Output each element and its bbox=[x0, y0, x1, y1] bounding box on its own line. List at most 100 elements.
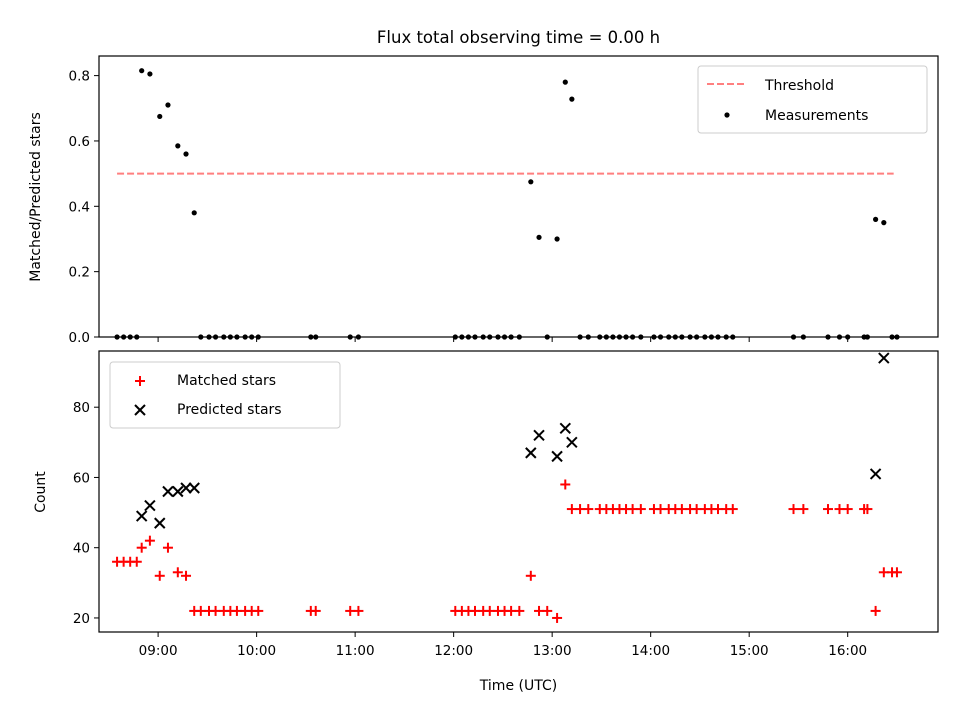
measurement-point bbox=[569, 96, 575, 102]
measurement-point bbox=[881, 220, 887, 226]
count-panel: 20 40 60 80 09:00 10:00 11:00 12:00 13:00 14:00 1… bbox=[33, 350, 939, 694]
predicted-star-point bbox=[869, 468, 882, 480]
measurement-point bbox=[157, 113, 163, 120]
x-tick-label: 15:00 bbox=[730, 643, 769, 659]
predicted-star-point bbox=[559, 422, 572, 434]
matched-star-point bbox=[131, 556, 142, 567]
measurement-point bbox=[165, 102, 171, 108]
legend-bottom: Matched stars Predicted stars bbox=[109, 361, 341, 429]
predicted-star-point bbox=[525, 447, 537, 459]
x-stroke-b bbox=[134, 404, 146, 416]
predicted-star-point bbox=[551, 450, 563, 463]
x-stroke-b bbox=[135, 510, 148, 522]
y-tick-label: 0.6 bbox=[69, 134, 90, 150]
predicted-star-point bbox=[162, 485, 174, 498]
predicted-star-point bbox=[566, 436, 578, 449]
predicted-star-point bbox=[180, 482, 192, 494]
matched-star-point bbox=[727, 504, 738, 515]
legend-predicted-swatch bbox=[134, 404, 146, 416]
x-stroke-b bbox=[559, 422, 572, 434]
matched-star-point bbox=[560, 479, 571, 490]
matched-star-point bbox=[870, 605, 881, 616]
x-axis-label: Time (UTC) bbox=[479, 678, 557, 694]
x-stroke-b bbox=[566, 436, 578, 449]
matched-star-point bbox=[162, 542, 173, 553]
predicted-star-point bbox=[135, 510, 148, 522]
x-stroke-b bbox=[180, 482, 192, 494]
x-stroke-b bbox=[144, 499, 156, 512]
matched-star-point bbox=[144, 535, 155, 546]
y-tick-label: 0.2 bbox=[69, 265, 90, 281]
measurement-point bbox=[554, 236, 560, 242]
x-stroke-b bbox=[869, 468, 882, 480]
x-stroke-b bbox=[154, 517, 166, 529]
matched-star-point bbox=[583, 504, 594, 515]
matched-star-point bbox=[154, 570, 165, 581]
x-stroke-b bbox=[162, 485, 174, 498]
measurement-point bbox=[562, 79, 568, 85]
predicted-star-point bbox=[533, 429, 545, 442]
y-axis-label-ratio: Matched/Predicted stars bbox=[28, 112, 44, 282]
matched-star-point bbox=[862, 504, 873, 515]
matched-star-point bbox=[842, 504, 853, 515]
x-stroke-b bbox=[533, 429, 545, 442]
x-tick-label: 16:00 bbox=[828, 643, 867, 659]
x-tick-label: 13:00 bbox=[533, 643, 572, 659]
x-tick-label: 10:00 bbox=[237, 643, 276, 659]
legend-threshold-label: Threshold bbox=[764, 78, 834, 94]
y-tick-label: 0.8 bbox=[69, 69, 90, 85]
x-tick-label: 09:00 bbox=[139, 643, 178, 659]
measurement-point bbox=[191, 210, 197, 216]
y-tick-label: 0.4 bbox=[69, 199, 90, 215]
matched-star-point bbox=[788, 504, 799, 515]
matched-star-point bbox=[525, 570, 536, 581]
matched-star-point bbox=[310, 605, 321, 616]
matched-star-point bbox=[542, 605, 553, 616]
x-stroke-b bbox=[878, 352, 890, 364]
legend-frame bbox=[697, 65, 928, 134]
x-tick-label: 14:00 bbox=[631, 643, 670, 659]
legend-frame bbox=[109, 361, 341, 429]
matched-star-point bbox=[635, 504, 646, 515]
measurement-point bbox=[873, 216, 879, 222]
x-tick-label: 12:00 bbox=[434, 643, 473, 659]
x-stroke-b bbox=[188, 482, 200, 494]
predicted-star-point bbox=[878, 352, 890, 364]
top-plot-frame bbox=[98, 55, 939, 338]
y-tick-label: 40 bbox=[73, 541, 90, 557]
measurement-point bbox=[175, 143, 181, 149]
legend-predicted-label: Predicted stars bbox=[177, 402, 282, 418]
predicted-star-point bbox=[144, 499, 156, 512]
measurement-point bbox=[183, 151, 189, 157]
predicted-star-point bbox=[154, 517, 166, 529]
y-tick-label: 20 bbox=[73, 611, 90, 627]
matched-star-point bbox=[181, 570, 192, 581]
predicted-star-point bbox=[188, 482, 200, 494]
measurement-point bbox=[528, 179, 534, 185]
x-stroke-b bbox=[551, 450, 563, 463]
legend-matched-label: Matched stars bbox=[177, 373, 276, 389]
matched-star-point bbox=[552, 612, 563, 623]
x-stroke-b bbox=[172, 485, 184, 498]
matched-star-point bbox=[136, 542, 147, 553]
y-tick-label: 60 bbox=[73, 470, 90, 486]
ratio-panel: Flux total observing time = 0.00 h 0.0 0.… bbox=[28, 28, 939, 346]
bottom-plot-frame bbox=[98, 350, 939, 633]
matched-star-point bbox=[353, 605, 364, 616]
matched-star-point bbox=[891, 567, 902, 578]
measurement-point bbox=[147, 71, 153, 77]
y-tick-label: 0.0 bbox=[69, 330, 90, 346]
matched-star-point bbox=[172, 567, 183, 578]
x-tick-label: 11:00 bbox=[336, 643, 375, 659]
predicted-star-point bbox=[172, 485, 184, 498]
matched-star-point bbox=[822, 504, 833, 515]
legend-measurement-label: Measurements bbox=[765, 108, 868, 124]
y-tick-label: 80 bbox=[73, 400, 90, 416]
matched-star-point bbox=[798, 504, 809, 515]
x-stroke-b bbox=[525, 447, 537, 459]
matched-star-point bbox=[253, 605, 264, 616]
measurement-point bbox=[139, 68, 145, 74]
y-axis-label-count: Count bbox=[33, 471, 49, 513]
legend-top: Threshold Measurements bbox=[697, 65, 928, 134]
